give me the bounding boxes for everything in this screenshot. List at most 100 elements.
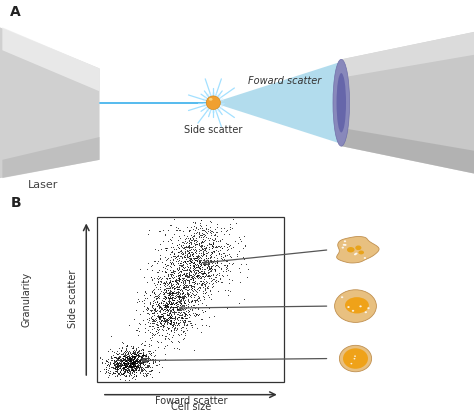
Point bbox=[160, 279, 168, 286]
Point bbox=[136, 362, 144, 368]
Point bbox=[184, 257, 192, 264]
Point bbox=[162, 256, 170, 263]
Point bbox=[125, 358, 132, 365]
Point bbox=[205, 244, 213, 251]
Point bbox=[196, 310, 203, 317]
Point bbox=[157, 314, 164, 320]
Point bbox=[165, 306, 173, 312]
Point bbox=[183, 282, 191, 289]
Point bbox=[99, 359, 106, 365]
Point bbox=[130, 365, 137, 371]
Point bbox=[175, 296, 183, 302]
Point bbox=[121, 368, 128, 375]
Point bbox=[143, 362, 151, 369]
Point bbox=[191, 280, 198, 287]
Point bbox=[168, 274, 175, 280]
Point bbox=[182, 329, 189, 336]
Ellipse shape bbox=[343, 244, 345, 246]
Point bbox=[109, 348, 116, 354]
Point bbox=[166, 321, 174, 327]
Point bbox=[188, 285, 195, 292]
Point bbox=[182, 317, 189, 323]
Point bbox=[111, 369, 119, 376]
Point bbox=[182, 248, 189, 254]
Point bbox=[121, 362, 128, 369]
Point bbox=[207, 218, 215, 225]
Point bbox=[133, 364, 141, 370]
Point bbox=[126, 356, 134, 362]
Point bbox=[159, 280, 166, 286]
Point bbox=[168, 304, 176, 311]
Point bbox=[202, 255, 210, 261]
Point bbox=[158, 312, 165, 319]
Point bbox=[124, 369, 132, 375]
Point bbox=[121, 363, 129, 370]
Point bbox=[206, 254, 214, 260]
Point bbox=[199, 272, 207, 279]
Point bbox=[175, 274, 183, 281]
Point bbox=[122, 357, 129, 364]
Point bbox=[130, 351, 138, 358]
Point bbox=[114, 361, 122, 367]
Point bbox=[133, 298, 141, 305]
Point bbox=[147, 342, 155, 348]
Point bbox=[191, 237, 198, 243]
Point bbox=[201, 272, 209, 279]
Point bbox=[113, 364, 121, 370]
Point bbox=[163, 302, 170, 309]
Point bbox=[197, 268, 205, 274]
Point bbox=[166, 236, 173, 242]
Point bbox=[137, 360, 145, 367]
Point bbox=[202, 258, 210, 264]
Point bbox=[156, 308, 164, 315]
Point bbox=[185, 290, 192, 296]
Point bbox=[212, 232, 219, 238]
Point bbox=[161, 289, 169, 296]
Point bbox=[119, 370, 127, 376]
Point bbox=[163, 324, 170, 331]
Point bbox=[129, 348, 137, 354]
Point bbox=[239, 254, 247, 260]
Point bbox=[174, 270, 182, 276]
Point bbox=[193, 286, 201, 292]
Point bbox=[124, 353, 131, 360]
Point bbox=[127, 360, 134, 366]
Point bbox=[171, 316, 179, 322]
Point bbox=[193, 296, 201, 302]
Point bbox=[180, 276, 187, 282]
Point bbox=[189, 279, 197, 286]
Point bbox=[180, 290, 187, 296]
Point bbox=[136, 353, 143, 360]
Point bbox=[190, 279, 198, 286]
Point bbox=[120, 361, 128, 367]
Point bbox=[166, 304, 174, 311]
Point bbox=[169, 321, 176, 328]
Point bbox=[124, 355, 131, 361]
Point bbox=[186, 288, 193, 295]
Point bbox=[121, 368, 128, 375]
Point bbox=[175, 286, 183, 292]
Point bbox=[214, 229, 221, 236]
Point bbox=[167, 319, 175, 325]
Point bbox=[175, 307, 182, 314]
Point bbox=[148, 302, 156, 309]
Point bbox=[141, 321, 148, 327]
Point bbox=[202, 248, 210, 254]
Point bbox=[173, 291, 181, 297]
Point bbox=[177, 297, 185, 304]
Point bbox=[113, 351, 121, 357]
Point bbox=[183, 239, 191, 245]
Point bbox=[219, 254, 227, 260]
Point bbox=[130, 363, 137, 370]
Ellipse shape bbox=[337, 73, 346, 132]
Point bbox=[199, 278, 206, 284]
Ellipse shape bbox=[354, 254, 356, 255]
Point bbox=[136, 369, 143, 375]
Point bbox=[153, 307, 161, 313]
Point bbox=[242, 261, 249, 267]
Point bbox=[223, 252, 230, 259]
Point bbox=[127, 358, 135, 365]
Point bbox=[148, 364, 156, 370]
Point bbox=[134, 364, 141, 370]
Point bbox=[171, 314, 179, 320]
